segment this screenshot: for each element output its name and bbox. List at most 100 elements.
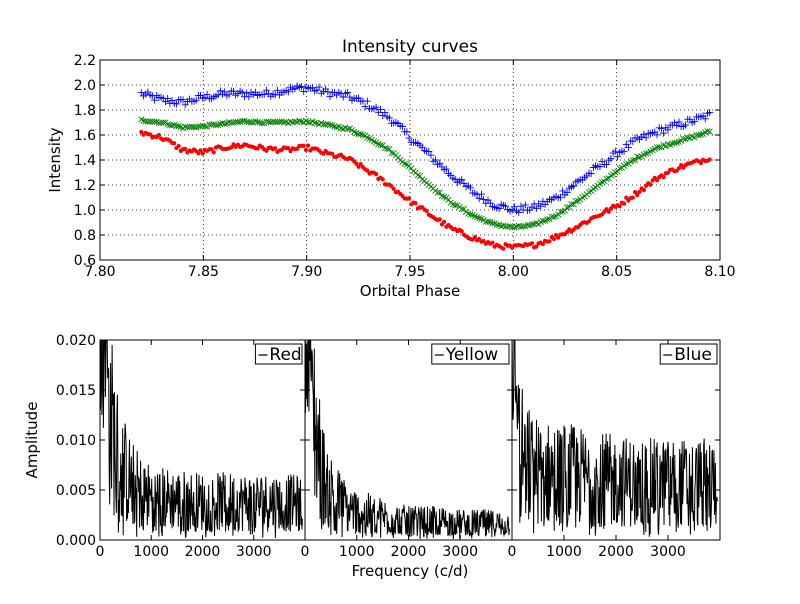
data-point (172, 141, 177, 146)
data-point (570, 201, 577, 208)
legend-box (254, 343, 303, 365)
data-point (596, 163, 604, 171)
legend-label: Blue (674, 345, 712, 365)
spectrum-line (305, 340, 510, 540)
data-point (229, 87, 237, 95)
data-point (510, 203, 518, 211)
data-point (229, 145, 234, 150)
data-point (654, 178, 660, 183)
data-point (211, 150, 216, 155)
y-tick-label: 0.000 (56, 533, 96, 549)
data-point (413, 201, 418, 206)
data-point (563, 189, 571, 197)
data-point (436, 159, 444, 167)
x-tick-label: 2000 (391, 544, 427, 560)
data-point (286, 146, 291, 151)
data-point (623, 161, 630, 168)
data-point (238, 88, 246, 96)
data-point (587, 170, 595, 178)
x-axis-ticks: 0 1000 2000 3000 (508, 340, 686, 560)
data-point (209, 147, 214, 152)
data-point (632, 190, 638, 195)
data-point (631, 156, 639, 164)
data-point (607, 155, 615, 163)
y-tick-label: 0.6 (74, 253, 96, 269)
data-point (326, 121, 334, 129)
data-point (465, 210, 472, 217)
data-point (550, 213, 557, 221)
data-point (540, 241, 545, 247)
data-point (374, 172, 379, 177)
data-point (344, 125, 351, 132)
data-point (657, 124, 665, 132)
data-point (570, 182, 578, 190)
x-tick-label: 8.00 (498, 264, 529, 280)
data-point (221, 120, 228, 127)
data-point (586, 219, 592, 224)
data-point (424, 208, 429, 213)
data-point (434, 189, 441, 196)
data-point (359, 131, 367, 139)
data-point (306, 143, 311, 148)
data-point (701, 115, 709, 123)
data-point (401, 160, 408, 167)
intensity-chart: Intensity curves 7.80 7.85 7.90 7.95 8.00 8.0… (46, 37, 736, 300)
data-point (214, 91, 222, 99)
data-point (534, 244, 539, 249)
data-point (255, 146, 260, 151)
data-point (381, 109, 389, 117)
data-point (611, 147, 619, 155)
data-point (221, 88, 229, 96)
data-point (192, 96, 200, 104)
data-point (287, 118, 294, 125)
data-point (556, 235, 561, 240)
data-point (493, 221, 500, 228)
data-point (198, 148, 203, 153)
data-point (391, 186, 396, 191)
y-axis-ticks: 0.000 0.005 0.010 0.015 0.020 (56, 333, 96, 549)
data-point (160, 119, 167, 126)
data-point (365, 168, 370, 173)
data-point (629, 137, 637, 145)
data-point (486, 199, 494, 207)
data-point (431, 156, 439, 164)
x-tick-label: 7.90 (291, 264, 322, 280)
data-point (247, 119, 255, 126)
panel-blue: 0 1000 2000 3000 Blue (508, 339, 721, 560)
data-point (563, 204, 571, 211)
data-point (473, 214, 481, 221)
x-tick-label: 3000 (236, 544, 272, 560)
data-point (441, 193, 448, 200)
data-point (641, 187, 646, 193)
data-point (559, 187, 567, 195)
data-point (403, 128, 411, 136)
data-point (442, 165, 450, 173)
data-point (303, 147, 309, 153)
data-point (315, 83, 323, 91)
data-point (252, 118, 259, 125)
data-point (260, 90, 268, 98)
data-point (476, 215, 483, 222)
data-point (243, 89, 251, 97)
data-point (458, 176, 466, 184)
data-point (616, 165, 623, 172)
x-tick-label: 3000 (442, 544, 478, 560)
data-point (551, 236, 556, 242)
data-point (629, 157, 636, 164)
data-point (324, 88, 332, 96)
x-tick-label: 2000 (598, 544, 634, 560)
data-point (561, 207, 568, 214)
x-tick-label: 0 (508, 544, 517, 560)
data-point (706, 109, 714, 117)
data-point (517, 202, 525, 210)
y-tick-label: 0.015 (56, 383, 96, 399)
data-point (661, 175, 666, 180)
chart-title: Intensity curves (342, 37, 478, 57)
y-axis-label: Intensity (46, 127, 64, 192)
x-tick-label: 7.95 (394, 264, 425, 280)
data-point (704, 128, 711, 135)
data-point (217, 120, 224, 127)
data-point (148, 132, 153, 137)
